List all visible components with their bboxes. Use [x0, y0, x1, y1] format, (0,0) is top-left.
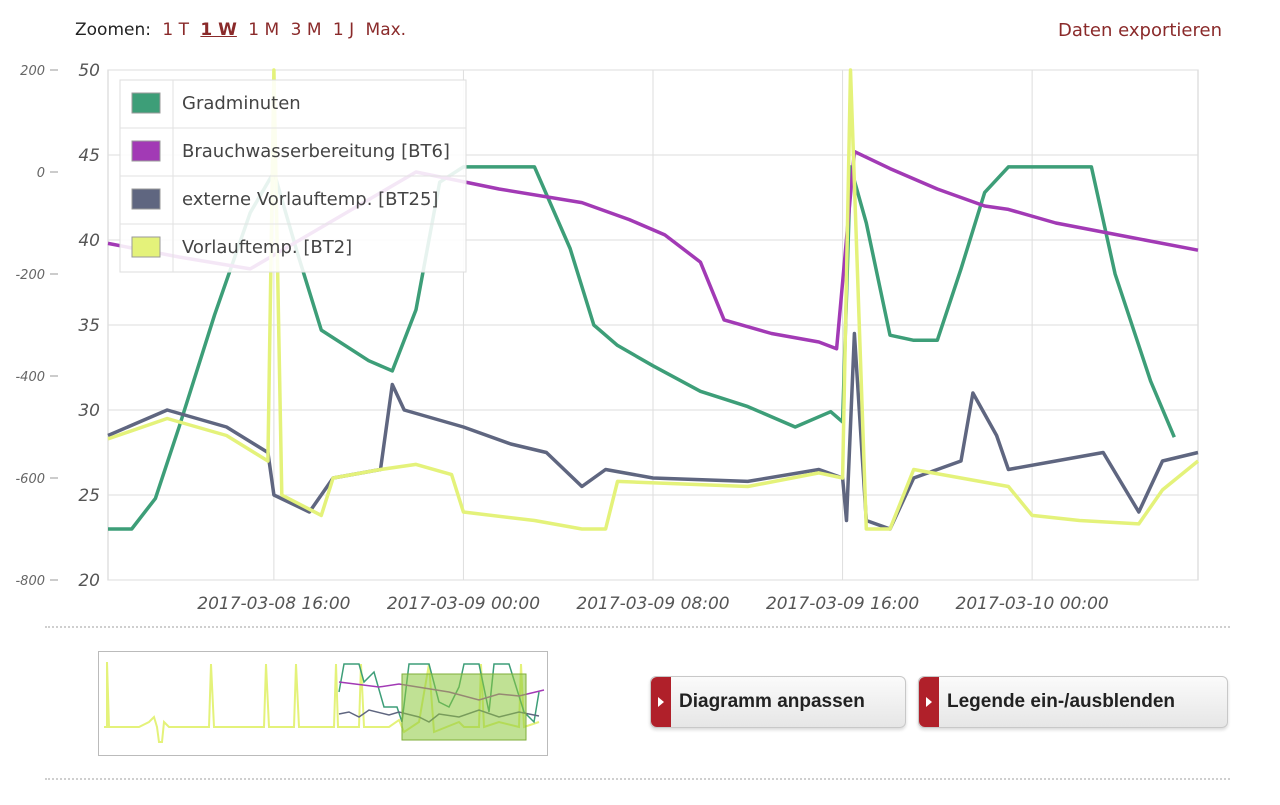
- y-tick-label-inner: 35: [78, 316, 100, 336]
- zoom-label: Zoomen:: [75, 20, 151, 40]
- y-tick-label-inner: 45: [78, 146, 100, 166]
- y-tick-label-outer: -800: [15, 574, 45, 589]
- arrow-right-icon: [919, 677, 939, 727]
- adjust-chart-button[interactable]: Diagramm anpassen: [650, 676, 906, 728]
- legend-swatch: [131, 188, 161, 210]
- navigator[interactable]: [98, 651, 548, 756]
- y-tick-label-inner: 20: [78, 571, 100, 591]
- y-tick-label-inner: 25: [78, 486, 100, 506]
- zoom-1w[interactable]: 1 W: [200, 20, 237, 40]
- y-tick-label-outer: 0: [37, 166, 45, 181]
- legend-swatch: [131, 92, 161, 114]
- zoom-3m[interactable]: 3 M: [290, 20, 322, 40]
- x-tick-label: 2017-03-08 16:00: [197, 594, 350, 614]
- toggle-legend-button[interactable]: Legende ein-/ausblenden: [918, 676, 1228, 728]
- y-tick-label-outer: -200: [15, 268, 45, 283]
- legend-label: externe Vorlauftemp. [BT25]: [182, 189, 438, 210]
- y-tick-label-inner: 40: [78, 231, 100, 251]
- series-line-3: [107, 331, 1199, 531]
- axes: 50 45 40 35 30 25 20 200 0 -200 -400 -600 -800 2017-0…: [15, 61, 1108, 614]
- series-line-4: [107, 68, 1200, 531]
- legend-swatch: [131, 236, 161, 258]
- separator-top: [45, 626, 1230, 628]
- legend-swatch: [131, 140, 161, 162]
- zoom-1m[interactable]: 1 M: [248, 20, 280, 40]
- y-tick-label-inner: 50: [78, 61, 100, 81]
- zoom-1t[interactable]: 1 T: [162, 20, 189, 40]
- legend-label: Brauchwasserbereitung [BT6]: [182, 141, 450, 162]
- chart: 50 45 40 35 30 25 20 200 0 -200 -400 -600 -800 2017-0…: [15, 61, 1200, 614]
- zoom-bar: Zoomen: 1 T 1 W 1 M 3 M 1 J Max.: [75, 20, 406, 40]
- navigator-window: [401, 673, 527, 741]
- arrow-right-icon: [651, 677, 671, 727]
- x-tick-label: 2017-03-09 00:00: [387, 594, 540, 614]
- y-tick-label-outer: -600: [15, 472, 45, 487]
- x-tick-label: 2017-03-09 16:00: [766, 594, 919, 614]
- adjust-chart-label: Diagramm anpassen: [679, 691, 865, 712]
- toggle-legend-label: Legende ein-/ausblenden: [947, 691, 1176, 712]
- y-tick-label-outer: 200: [20, 64, 45, 79]
- separator-bottom: [45, 778, 1230, 780]
- zoom-max[interactable]: Max.: [365, 20, 407, 40]
- legend-label: Vorlauftemp. [BT2]: [182, 237, 352, 258]
- legend: Gradminuten Brauchwasserbereitung [BT6] ex…: [119, 79, 467, 273]
- x-tick-label: 2017-03-09 08:00: [576, 594, 729, 614]
- y-tick-label-outer: -400: [15, 370, 45, 385]
- export-data-link[interactable]: Daten exportieren: [1057, 20, 1222, 41]
- y-tick-label-inner: 30: [78, 401, 100, 421]
- legend-label: Gradminuten: [182, 93, 301, 114]
- x-tick-label: 2017-03-10 00:00: [956, 594, 1109, 614]
- zoom-1j[interactable]: 1 J: [332, 20, 355, 40]
